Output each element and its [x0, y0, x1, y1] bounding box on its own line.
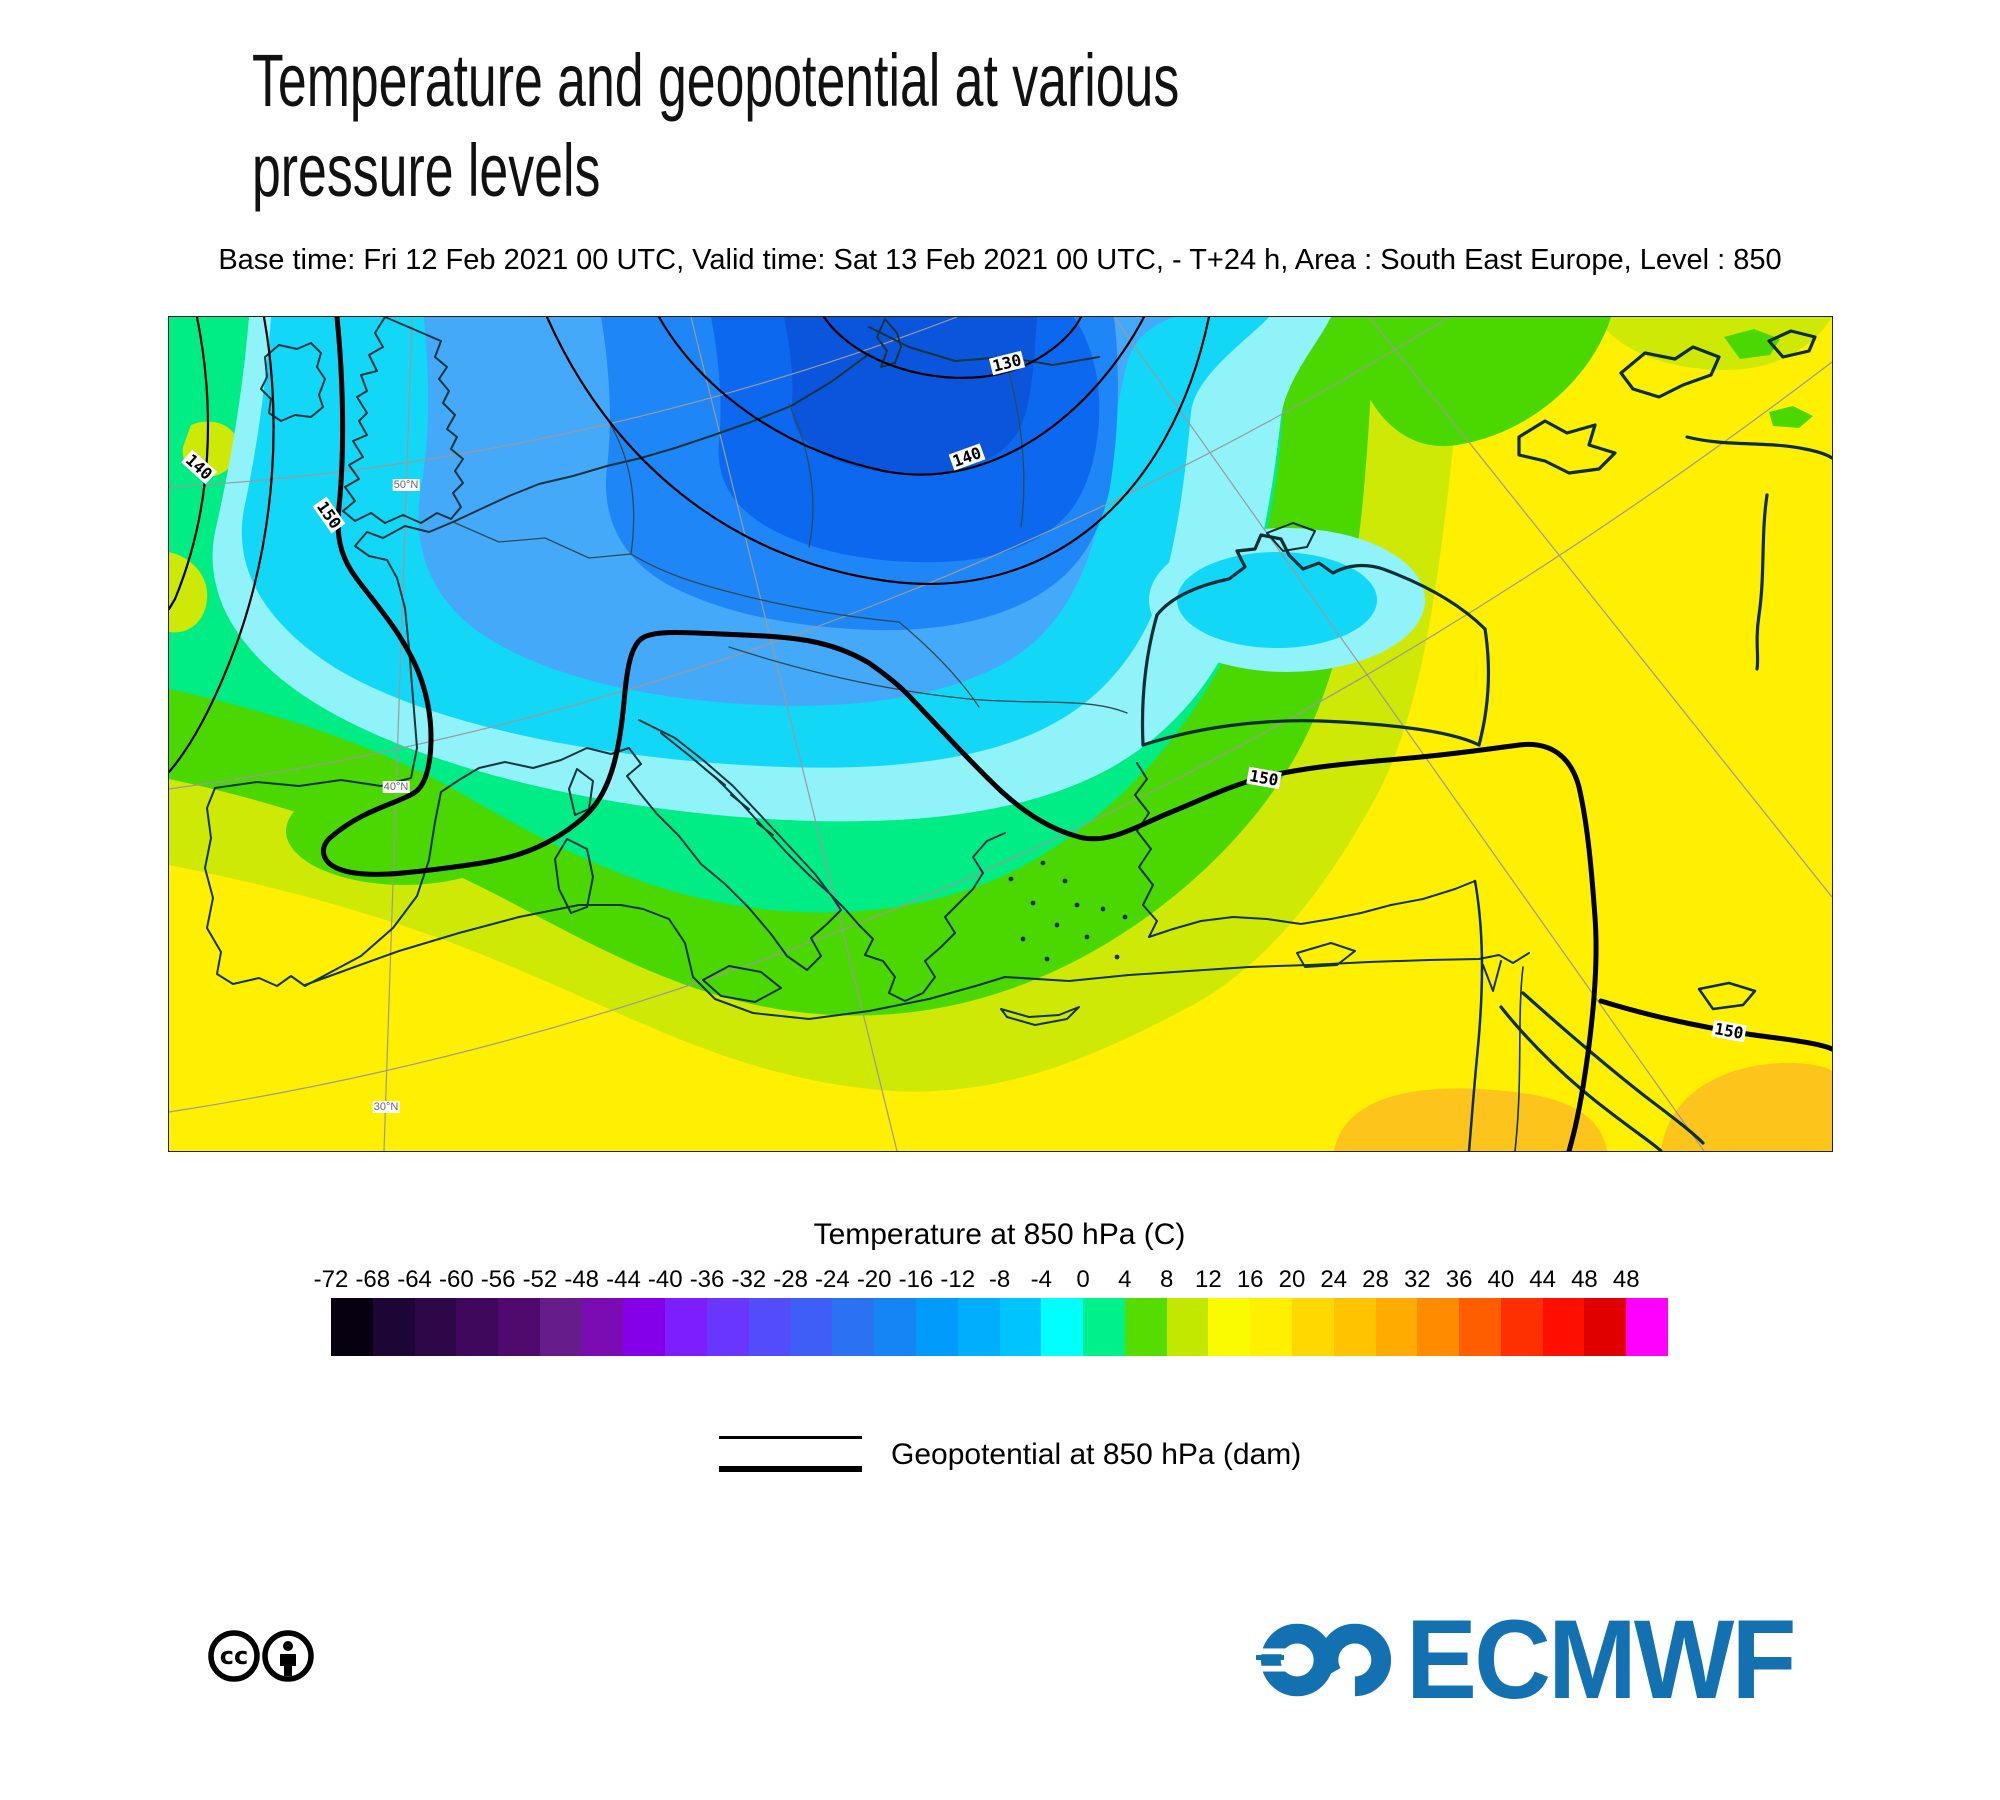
colorbar: Temperature at 850 hPa (C) -72 -68 -64 -60-… [314, 1218, 1668, 1356]
ecmwf-logo-text: ECMWF [1406, 1597, 1796, 1722]
colorbar-tick: -36 [689, 1266, 725, 1293]
colorbar-cell [1459, 1298, 1501, 1356]
colorbar-tick: -24 [815, 1266, 850, 1293]
colorbar-tick: -8 [988, 1266, 1011, 1293]
bold-150-contour-se [1598, 998, 1832, 1052]
colorbar-tick: 36 [1445, 1266, 1473, 1293]
colorbar-tick: -56 [480, 1266, 516, 1293]
colorbar-cell [1291, 1298, 1334, 1356]
colorbar-cell [1375, 1298, 1418, 1356]
colorbar-cell [414, 1298, 457, 1356]
colorbar-tick: 48 [1571, 1266, 1598, 1293]
colorbar-cells [331, 1298, 1668, 1356]
legend-label: Geopotential at 850 hPa (dam) [891, 1438, 1302, 1471]
colorbar-cell [1166, 1298, 1209, 1356]
colorbar-cell [665, 1298, 708, 1356]
colorbar-tick: 20 [1278, 1266, 1306, 1293]
colorbar-tick: -4 [1030, 1266, 1052, 1293]
colorbar-tick: 12 [1195, 1266, 1222, 1293]
cc-license-badge: cc [206, 1628, 336, 1689]
colorbar-tick: 32 [1403, 1266, 1431, 1293]
colorbar-tick: 48 [1612, 1266, 1640, 1293]
colorbar-cell [1500, 1298, 1543, 1356]
ecmwf-logo: ECMWF [1256, 1597, 1814, 1722]
colorbar-cell [539, 1298, 582, 1356]
colorbar-tick: 44 [1529, 1266, 1557, 1293]
colorbar-tick: 0 [1076, 1266, 1090, 1293]
colorbar-tick: -48 [564, 1266, 600, 1293]
colorbar-cell [748, 1298, 791, 1356]
colorbar-cell [623, 1298, 666, 1356]
page-title-line1: Temperature and geopotential at various [252, 39, 1180, 122]
colorbar-tick: -40 [647, 1266, 683, 1293]
colorbar-tick: -16 [898, 1266, 934, 1293]
colorbar-cell [999, 1298, 1042, 1356]
coastlines [204, 317, 1530, 1151]
colorbar-tick: 24 [1320, 1266, 1348, 1293]
colorbar-tick: -20 [856, 1266, 892, 1293]
colorbar-cell [915, 1298, 958, 1356]
weather-map: 50°N 40°N 30°N 140 150 130 140 150 150 [168, 316, 1833, 1152]
cc-by-icons: cc [208, 1630, 314, 1682]
colorbar-tick: 40 [1487, 1266, 1515, 1293]
bold-150-contour [321, 317, 1599, 1151]
colorbar-cell [1626, 1298, 1668, 1356]
temperature-field [169, 317, 1832, 1151]
colorbar-cell [1542, 1298, 1585, 1356]
colorbar-cell [790, 1298, 833, 1356]
colorbar-cell [1333, 1298, 1376, 1356]
colorbar-cell [581, 1298, 624, 1356]
colorbar-tick: -68 [355, 1266, 391, 1293]
colorbar-cell [1124, 1298, 1167, 1356]
colorbar-cell [1208, 1298, 1251, 1356]
colorbar-cell [832, 1298, 875, 1356]
colorbar-tick: -52 [522, 1266, 558, 1293]
legend-line-thick [719, 1466, 862, 1472]
colorbar-tick: -44 [606, 1266, 641, 1293]
colorbar-cell [957, 1298, 1000, 1356]
colorbar-cell [707, 1298, 749, 1356]
colorbar-ticks: -72 -68 -64 -60 -56 -52 -48 -44 -40 -36 -32 -28 -24-… [314, 1266, 1668, 1296]
page-title-line2: pressure levels [252, 129, 601, 212]
colorbar-tick: 8 [1159, 1266, 1174, 1293]
colorbar-tick: 4 [1118, 1266, 1132, 1293]
colorbar-tick: -28 [773, 1266, 808, 1293]
colorbar-cell [372, 1298, 415, 1356]
colorbar-cell [456, 1298, 499, 1356]
base-valid-time-subtitle: Base time: Fri 12 Feb 2021 00 UTC, Valid… [218, 244, 1782, 276]
colorbar-cell [1417, 1298, 1460, 1356]
colorbar-tick: -64 [397, 1266, 432, 1293]
geopotential-contours [169, 317, 1832, 1151]
colorbar-cell [1250, 1298, 1292, 1356]
colorbar-tick: -12 [940, 1266, 976, 1293]
by-person-icon [262, 1630, 314, 1682]
page-title: Temperature and geopotential at various … [252, 36, 1179, 216]
colorbar-cell [1041, 1298, 1084, 1356]
colorbar-tick: -32 [731, 1266, 767, 1293]
colorbar-cell [498, 1298, 540, 1356]
colorbar-tick: -60 [439, 1266, 474, 1293]
colorbar-cell [331, 1298, 373, 1356]
weather-map-svg [169, 317, 1832, 1151]
svg-text:cc: cc [220, 1642, 248, 1670]
colorbar-tick: 16 [1236, 1266, 1264, 1293]
colorbar-title: Temperature at 850 hPa (C) [813, 1218, 1186, 1251]
bold-coastlines [1140, 329, 1832, 1151]
legend-line-thin [719, 1436, 862, 1439]
colorbar-tick: 28 [1362, 1266, 1389, 1293]
cc-icon [208, 1630, 260, 1682]
colorbar-cell [1083, 1298, 1125, 1356]
ecmwf-logo-icon [1256, 1623, 1392, 1697]
colorbar-cell [874, 1298, 916, 1356]
colorbar-tick: -72 [313, 1266, 349, 1293]
colorbar-cell [1584, 1298, 1627, 1356]
